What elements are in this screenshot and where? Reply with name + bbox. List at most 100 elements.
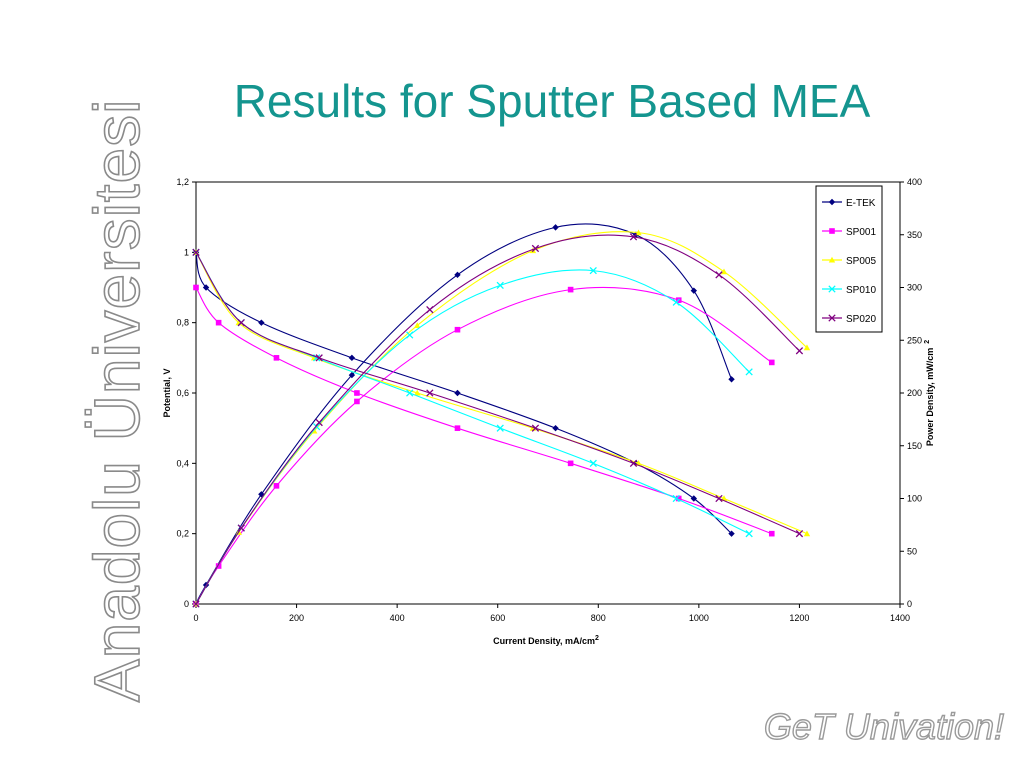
power-density-point — [496, 281, 504, 290]
potential-point — [406, 389, 414, 397]
axis-ticks: 0 200 400 600 800 1000 1200 140000,20,40,60,811… — [176, 177, 922, 623]
potential-point — [675, 495, 682, 502]
potential-point — [273, 355, 280, 361]
potential-point — [768, 530, 775, 537]
y-right-tick-label: 0 — [907, 599, 912, 609]
power-density-point — [720, 268, 728, 275]
power-density-point — [552, 224, 559, 231]
legend-marker — [828, 198, 836, 206]
x-tick-label: 800 — [591, 613, 606, 623]
potential-point — [315, 354, 323, 362]
y-axis-left-title: Potential, V — [162, 368, 172, 417]
power-density-point — [589, 266, 597, 275]
y-right-tick-label: 50 — [907, 546, 917, 556]
y-left-tick-label: 0,2 — [176, 529, 189, 539]
power-density-point — [215, 563, 222, 569]
legend-marker — [829, 228, 835, 234]
legend-label: SP010 — [846, 285, 876, 296]
power-density-point — [354, 398, 360, 405]
potential-point — [567, 460, 574, 467]
power-density-point — [454, 326, 461, 333]
potential-point — [348, 354, 356, 362]
x-tick-label: 1000 — [689, 613, 709, 623]
potential-point — [728, 530, 735, 537]
power-density-point — [313, 423, 321, 431]
power-density-point — [728, 376, 735, 383]
x-tick-label: 1400 — [890, 613, 910, 623]
power-density-point — [768, 359, 775, 366]
legend-label: SP005 — [846, 256, 876, 267]
potential-point — [202, 284, 210, 291]
legend: E-TEK SP001 SP005 SP010 SP020 — [815, 185, 883, 333]
potential-point — [672, 494, 680, 503]
y-left-tick-label: 1 — [184, 247, 189, 257]
y-left-tick-label: 0,4 — [176, 458, 189, 468]
potential-point — [258, 319, 265, 326]
potential-point — [426, 389, 434, 397]
potential-point — [414, 389, 421, 396]
tagline: GeT Univation! — [763, 705, 1005, 747]
potential-point — [193, 284, 199, 291]
potential-point — [745, 530, 753, 538]
potential-point — [715, 494, 723, 503]
potential-point — [795, 530, 804, 538]
y-right-tick-label: 300 — [907, 283, 922, 293]
power-density-line — [195, 286, 773, 605]
x-tick-label: 600 — [490, 613, 505, 623]
power-density-point — [635, 229, 642, 236]
y-left-tick-label: 1,2 — [176, 177, 189, 187]
y-axis-right-title: Power Density, mW/cm2 — [924, 340, 935, 446]
series-layer — [192, 223, 811, 608]
potential-line — [195, 252, 800, 535]
y-left-tick-label: 0,6 — [176, 388, 189, 398]
potential-point — [496, 424, 504, 432]
potential-point — [690, 495, 698, 502]
y-left-tick-label: 0,8 — [176, 318, 189, 328]
power-density-point — [672, 298, 680, 306]
power-density-point — [629, 233, 638, 241]
y-right-tick-label: 100 — [907, 494, 922, 504]
legend-marker — [828, 314, 836, 322]
x-tick-label: 0 — [193, 613, 198, 623]
power-density-point — [315, 418, 323, 427]
potential-point — [454, 389, 461, 397]
legend-label: SP020 — [846, 314, 876, 325]
x-tick-label: 400 — [390, 613, 405, 623]
power-density-point — [348, 371, 356, 379]
slide-title: Results for Sputter Based MEA — [233, 75, 871, 127]
power-density-line — [195, 223, 733, 605]
power-density-point — [715, 271, 723, 279]
power-density-point — [237, 524, 245, 532]
potential-point — [215, 319, 222, 326]
power-density-point — [192, 600, 200, 608]
legend-label: SP001 — [846, 227, 876, 238]
power-density-point — [531, 244, 540, 253]
power-density-point — [745, 368, 753, 376]
x-axis-title: Current Density, mA/cm2 — [493, 635, 599, 646]
legend-label: E-TEK — [846, 198, 876, 209]
y-right-tick-label: 400 — [907, 177, 922, 187]
potential-point — [354, 390, 360, 396]
legend-marker — [828, 256, 836, 263]
potential-point — [589, 459, 597, 467]
x-tick-label: 1200 — [789, 613, 809, 623]
potential-point — [629, 459, 638, 467]
potential-point — [454, 425, 461, 431]
y-right-tick-label: 350 — [907, 230, 922, 240]
potential-point — [237, 319, 245, 327]
potential-point — [192, 248, 200, 256]
power-density-point — [414, 322, 421, 329]
power-density-point — [690, 287, 698, 294]
y-left-tick-label: 0 — [184, 599, 189, 609]
power-density-point — [567, 286, 574, 293]
x-tick-label: 200 — [289, 613, 304, 623]
plot-area — [195, 181, 901, 605]
y-right-tick-label: 200 — [907, 388, 922, 398]
power-density-point — [273, 483, 280, 489]
power-density-point — [406, 331, 414, 339]
potential-line — [195, 252, 808, 535]
legend-marker — [828, 285, 836, 293]
power-density-line — [195, 234, 800, 605]
y-right-tick-label: 150 — [907, 441, 922, 451]
